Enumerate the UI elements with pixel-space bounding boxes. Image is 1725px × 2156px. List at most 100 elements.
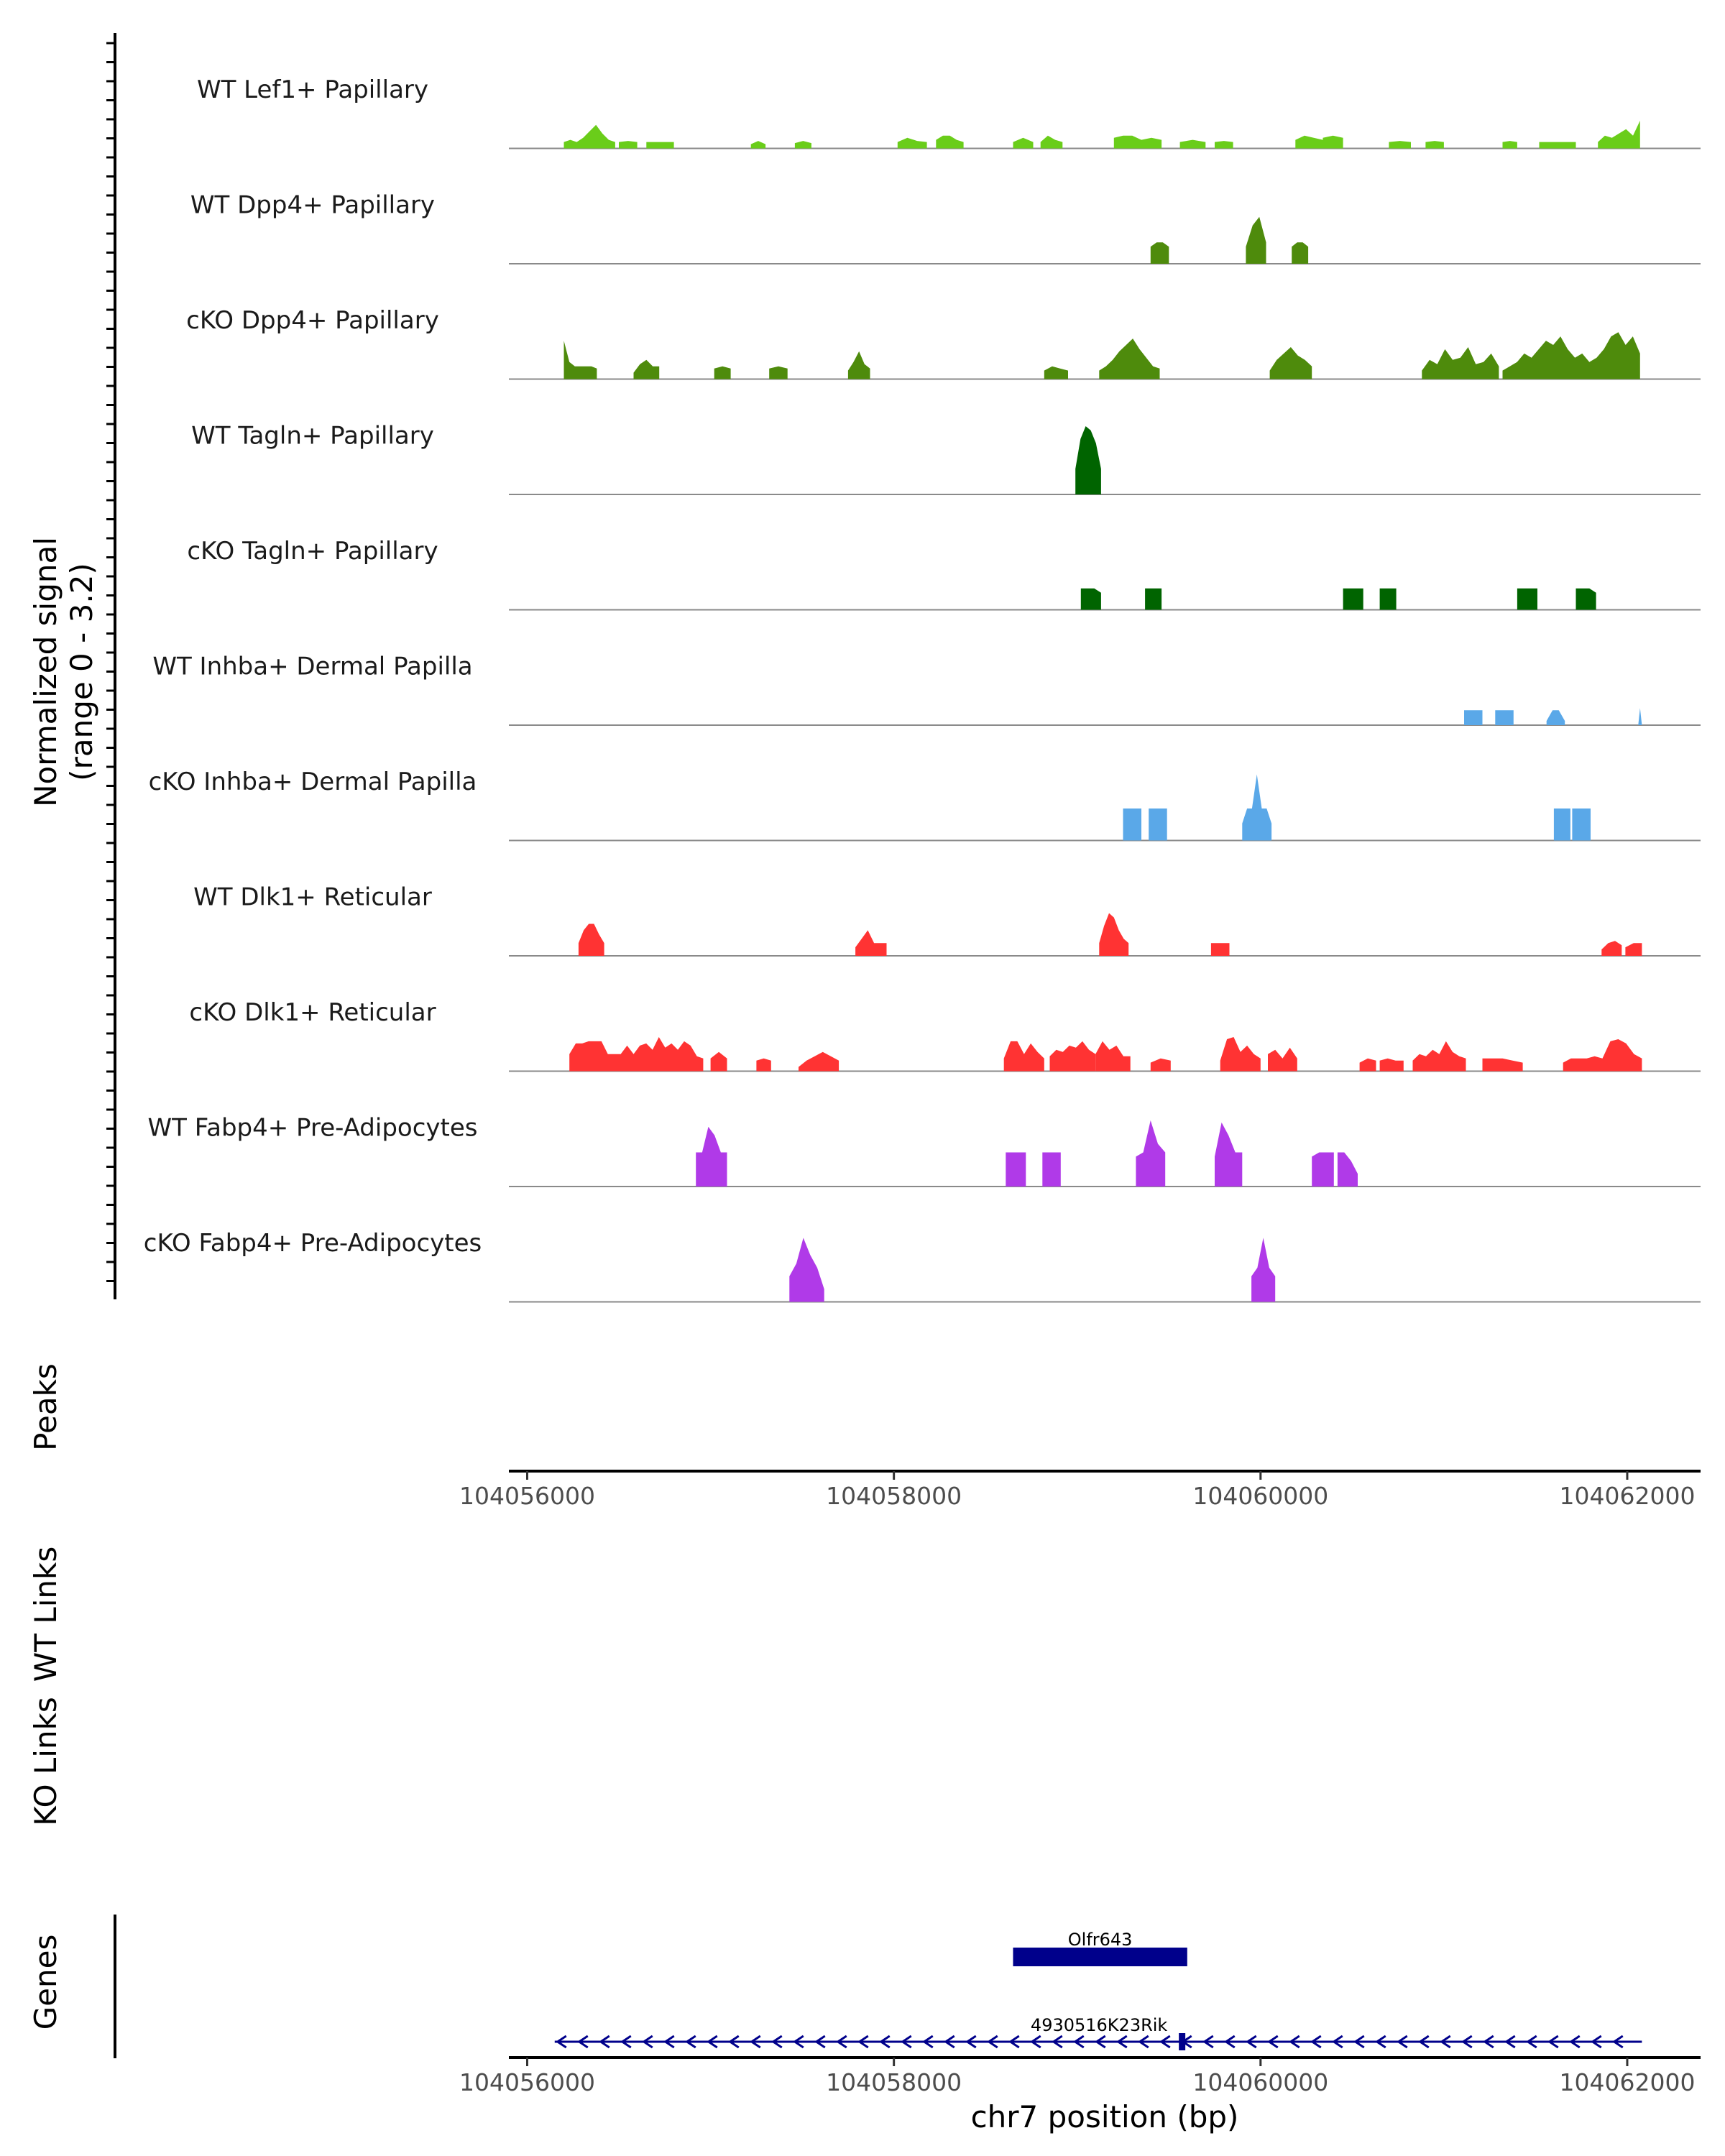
strand-arrow [1591, 2035, 1602, 2049]
track-label: WT Lef1+ Papillary [197, 75, 428, 104]
x-axis-title: chr7 position (bp) [971, 2099, 1239, 2134]
strand-arrow [922, 2035, 934, 2049]
signal-peak [1251, 1238, 1276, 1302]
signal-peak [1464, 710, 1483, 725]
signal-peak [633, 1037, 704, 1072]
signal-peak [1006, 1152, 1026, 1187]
signal-peak [1099, 338, 1160, 379]
signal-peak [1040, 135, 1063, 149]
strand-arrow [599, 2035, 610, 2049]
peaks-panel-title: Peaks [28, 1363, 63, 1451]
signal-peak [1013, 137, 1034, 149]
genes-x-axis: 104056000 104058000 104060000 104062000 [459, 2058, 1695, 2096]
track-label: WT Tagln+ Papillary [191, 422, 434, 451]
signal-peak [1003, 1041, 1044, 1072]
signal-peak [1539, 142, 1576, 149]
strand-arrow [1461, 2035, 1473, 2049]
gene-label: Olfr643 [1068, 1930, 1133, 1950]
strand-arrow [1353, 2035, 1365, 2049]
gene-4930516k23rik: 4930516K23Rik [554, 2015, 1642, 2050]
ko-links-panel-title: KO Links [28, 1697, 63, 1826]
signal-peak [1136, 1120, 1166, 1187]
strand-arrow [1116, 2035, 1128, 2049]
signal-peak [1412, 1041, 1466, 1072]
track-wt-tagln-papillary: WT Tagln+ Papillary [191, 422, 1701, 495]
strand-arrow [1202, 2035, 1214, 2049]
strand-arrow [1375, 2035, 1386, 2049]
track-label: cKO Dpp4+ Papillary [186, 306, 439, 335]
strand-arrow [1224, 2035, 1236, 2049]
track-wt-inhba-dermal-papilla: WT Inhba+ Dermal Papilla [152, 653, 1701, 726]
signal-peak [1625, 943, 1642, 956]
signal-peak [710, 1051, 727, 1072]
signal-peak [799, 1051, 840, 1072]
strand-arrow [1547, 2035, 1559, 2049]
x-tick-label: 104062000 [1559, 2068, 1695, 2096]
strand-arrow [1504, 2035, 1516, 2049]
signal-peak [1343, 588, 1363, 610]
signal-peak [1179, 139, 1206, 149]
signal-peak [1517, 588, 1537, 610]
signal-peak [1292, 242, 1309, 264]
signal-peak [619, 141, 638, 149]
gene-exon [1179, 2033, 1186, 2050]
track-label: cKO Inhba+ Dermal Papilla [149, 768, 477, 796]
strand-arrow [1095, 2035, 1106, 2049]
track-cko-dlk1-reticular: cKO Dlk1+ Reticular [189, 998, 1701, 1072]
signal-peak [1246, 216, 1266, 264]
strand-arrow [728, 2035, 740, 2049]
strand-arrow [556, 2035, 567, 2049]
signal-peak [1268, 1047, 1297, 1072]
strand-arrow [1418, 2035, 1430, 2049]
signal-peak [1502, 141, 1517, 149]
strand-arrow [1289, 2035, 1300, 2049]
signal-peak [578, 923, 604, 956]
strand-arrow [1569, 2035, 1581, 2049]
strand-arrow [577, 2035, 589, 2049]
signal-peak [769, 366, 788, 379]
signal-peak [569, 1041, 634, 1072]
signal-peak [1145, 588, 1162, 610]
signal-peak [1322, 135, 1343, 149]
signal-peak [1598, 120, 1640, 149]
signal-peak [1075, 426, 1101, 494]
gene-olfr643: Olfr643 [1013, 1930, 1187, 1966]
gene-annotations: Olfr643 4930516K23Rik [554, 1930, 1642, 2050]
track-label: WT Inhba+ Dermal Papilla [152, 653, 472, 681]
strand-arrow [1008, 2035, 1020, 2049]
strand-arrow [793, 2035, 804, 2049]
signal-peak [1502, 332, 1640, 379]
signal-peak [855, 930, 887, 956]
strand-arrow [1030, 2035, 1041, 2049]
signal-peak [1049, 1041, 1096, 1072]
track-cko-tagln-papillary: cKO Tagln+ Papillary [187, 537, 1701, 611]
signal-peak [1215, 141, 1233, 149]
track-label: cKO Fabp4+ Pre-Adipocytes [144, 1229, 482, 1258]
signal-peak [1099, 913, 1129, 956]
strand-arrow [771, 2035, 783, 2049]
signal-peak [1295, 135, 1323, 149]
signal-peak [1042, 1152, 1061, 1187]
signal-axis-ticks [106, 42, 115, 1282]
signal-peak [1312, 1152, 1334, 1187]
signal-peak [1495, 710, 1514, 725]
strand-arrow [1246, 2035, 1257, 2049]
x-tick-label: 104056000 [459, 2068, 595, 2096]
signal-peak [1576, 588, 1596, 610]
strand-arrow [879, 2035, 891, 2049]
signal-peak [1638, 708, 1642, 725]
strand-arrow [1159, 2035, 1171, 2049]
signal-peak [1150, 242, 1169, 264]
strand-arrow [1612, 2035, 1624, 2049]
track-label: WT Dlk1+ Reticular [193, 883, 432, 912]
track-label: WT Dpp4+ Papillary [190, 191, 435, 220]
genes-panel-title: Genes [28, 1935, 63, 2030]
x-tick-label: 104062000 [1559, 1482, 1695, 1510]
signal-peak [1150, 1058, 1171, 1072]
track-label: WT Fabp4+ Pre-Adipocytes [148, 1114, 478, 1143]
strand-arrow [965, 2035, 977, 2049]
signal-peak [1215, 1122, 1243, 1187]
track-cko-dpp4-papillary: cKO Dpp4+ Papillary [186, 306, 1701, 380]
track-cko-inhba-dermal-papilla: cKO Inhba+ Dermal Papilla [149, 768, 1701, 842]
signal-peak [1379, 588, 1397, 610]
